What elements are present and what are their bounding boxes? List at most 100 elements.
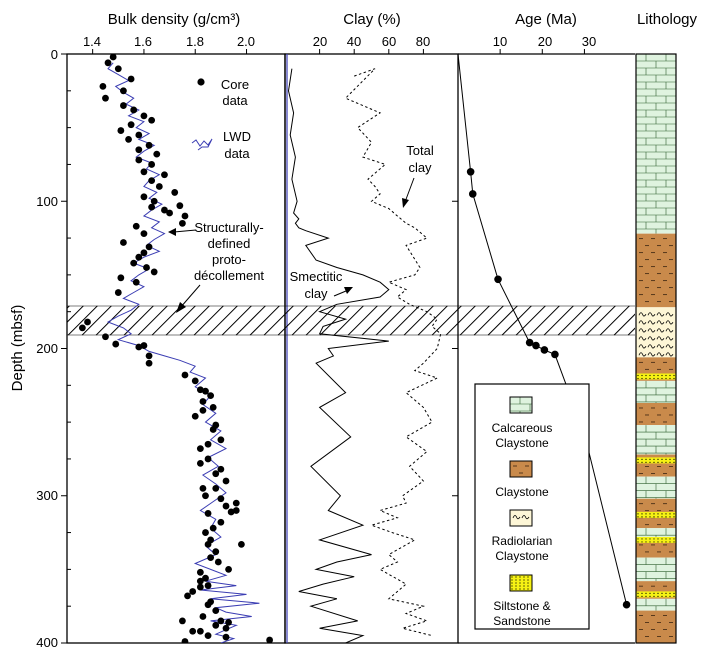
core-data-point: [222, 633, 230, 641]
core-data-point: [199, 613, 207, 620]
dot-mark: [527, 579, 529, 581]
core-data-point: [214, 558, 222, 566]
dot-mark: [649, 538, 651, 540]
hatch-line: [179, 305, 210, 336]
density-tick-label: 1.4: [83, 34, 101, 49]
legend-label-siltstone: Siltstone &: [493, 599, 550, 613]
wave-mark: [647, 336, 656, 341]
wave-mark: [521, 515, 530, 520]
dot-mark: [641, 377, 643, 380]
core-data-point: [204, 540, 212, 548]
dot-mark: [645, 513, 647, 515]
clay-plot: [287, 68, 442, 643]
hatch-line: [207, 305, 238, 336]
dot-mark: [519, 576, 521, 578]
hatch-line: [487, 305, 518, 336]
core-data-point: [132, 222, 140, 230]
dot-mark: [519, 588, 521, 590]
lwd-legend-marker: [191, 138, 213, 151]
lithology-unit: [636, 476, 676, 499]
core-data-point: [181, 212, 189, 220]
density-tick-label: 1.8: [186, 34, 204, 49]
dot-mark: [523, 582, 525, 584]
total-clay-arrowhead: [402, 198, 409, 208]
legend-swatch: [509, 574, 533, 592]
dot-mark: [519, 582, 521, 584]
density-tick-label: 2.0: [237, 34, 255, 49]
thin-bed-fill: [636, 457, 676, 464]
dot-mark: [515, 588, 517, 590]
core-data-point: [209, 404, 217, 411]
lithology-unit: [636, 402, 676, 426]
core-data-point: [222, 477, 230, 485]
dot-mark: [673, 513, 675, 515]
lithology-unit: [636, 233, 676, 308]
dot-mark: [673, 374, 675, 377]
core-data-point: [199, 406, 207, 414]
dot-mark: [673, 538, 675, 540]
axis-ticks: [61, 49, 585, 644]
legend-swatch-border: [509, 460, 533, 478]
core-data-point: [130, 259, 138, 267]
decollement-arrowhead: [176, 302, 186, 313]
legend-swatch: [509, 396, 533, 414]
legend-swatch: [509, 460, 533, 478]
core-data-points: [78, 54, 274, 643]
core-data-point: [117, 127, 125, 134]
core-data-point: [196, 386, 204, 394]
dot-mark: [637, 538, 639, 540]
core-data-point: [120, 239, 127, 246]
core-data-point: [140, 112, 148, 120]
total-clay-label: clay: [408, 160, 432, 175]
wave-mark: [647, 352, 656, 357]
dot-mark: [669, 516, 671, 518]
wave-mark: [656, 336, 665, 341]
clay-tick-label: 20: [313, 34, 327, 49]
dot-mark: [645, 592, 647, 595]
legend-label-radiolarian: Radiolarian: [492, 534, 553, 548]
lithology-unit: [636, 598, 676, 611]
core-data-point: [145, 352, 153, 360]
core-data-point: [209, 524, 217, 532]
core-data-point: [204, 455, 212, 463]
age-point: [466, 168, 475, 176]
dot-mark: [649, 516, 651, 518]
dot-mark: [515, 579, 517, 581]
dot-mark: [641, 458, 643, 461]
core-data-label: Core: [221, 77, 249, 92]
dot-mark: [653, 461, 655, 464]
dot-mark: [649, 374, 651, 377]
core-data-point: [191, 412, 199, 420]
core-data-point: [148, 177, 156, 185]
core-data-point: [204, 601, 212, 609]
lithology-unit: [636, 307, 676, 358]
core-data-point: [225, 565, 232, 573]
total-clay-label: Total: [406, 143, 434, 158]
dot-mark: [661, 592, 663, 595]
dot-mark: [657, 513, 659, 515]
core-data-point: [199, 484, 207, 492]
dot-mark: [641, 541, 643, 543]
core-data-point: [132, 278, 140, 286]
hatch-line: [698, 306, 702, 335]
dot-mark: [645, 516, 647, 518]
total-clay-arrow: [404, 177, 415, 203]
age-point: [540, 346, 549, 354]
legend-label-calcareous: Claystone: [495, 436, 549, 450]
core-data-point: [150, 268, 158, 276]
dot-mark: [669, 461, 671, 464]
dot-mark: [669, 377, 671, 380]
core-data-point: [140, 168, 148, 176]
wave-mark: [665, 344, 674, 349]
core-data-point: [196, 627, 204, 635]
dot-mark: [511, 588, 513, 590]
legend-label-radiolarian: Claystone: [495, 549, 549, 563]
dot-mark: [665, 538, 667, 540]
core-data-point: [217, 436, 225, 444]
dot-mark: [665, 541, 667, 543]
hatch-line: [305, 305, 336, 336]
dot-mark: [665, 516, 667, 518]
decollement-pointer: [173, 229, 197, 233]
age-tick-label: 20: [538, 34, 552, 49]
dot-mark: [637, 513, 639, 515]
